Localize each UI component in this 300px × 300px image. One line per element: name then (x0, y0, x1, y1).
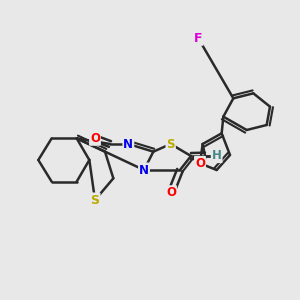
Text: H: H (212, 149, 222, 162)
Text: S: S (167, 137, 175, 151)
Text: O: O (166, 186, 176, 199)
Text: O: O (90, 132, 100, 145)
Text: S: S (91, 194, 100, 206)
Text: O: O (195, 157, 205, 170)
Text: N: N (139, 164, 149, 176)
Text: F: F (194, 32, 202, 45)
Text: N: N (123, 137, 133, 151)
